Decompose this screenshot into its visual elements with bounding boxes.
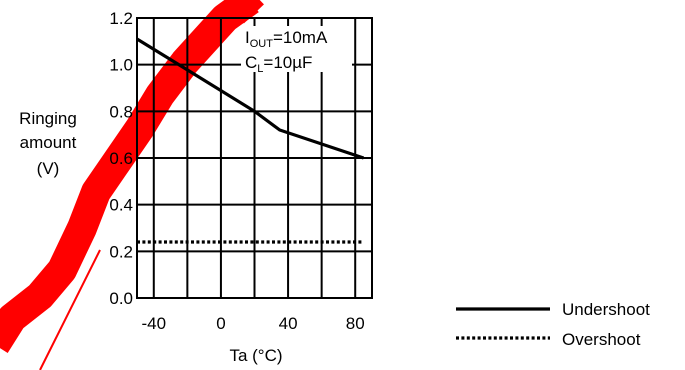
x-tick-label: 40 bbox=[279, 314, 298, 333]
watermark-stroke-right bbox=[226, 0, 264, 24]
watermark-stroke bbox=[0, 0, 259, 353]
annotation-iout: IOUT=10mA CL=10µF bbox=[241, 26, 352, 75]
y-tick-label: 0.4 bbox=[109, 196, 133, 215]
y-tick-label: 1.0 bbox=[109, 56, 133, 75]
plot-grid bbox=[136, 17, 373, 299]
y-tick-label: 0.2 bbox=[109, 242, 133, 261]
y-tick-label: 1.2 bbox=[109, 9, 133, 28]
watermark-slash bbox=[39, 249, 101, 370]
y-tick-label: 0.0 bbox=[109, 289, 133, 308]
plot-frame bbox=[136, 17, 373, 299]
y-axis-label-line-1: Ringing bbox=[19, 109, 77, 128]
series-line-undershoot bbox=[136, 37, 365, 160]
y-axis-label-line-2: amount bbox=[20, 133, 77, 152]
x-tick-label: -40 bbox=[141, 314, 166, 333]
tick-labels: -40 0 40 80 0.0 0.2 0.4 0.6 0.8 1.0 1.2 bbox=[109, 9, 364, 333]
legend: Undershoot Overshoot bbox=[456, 300, 650, 349]
y-axis-label-line-3: (V) bbox=[37, 159, 60, 178]
series-layer bbox=[136, 37, 365, 244]
x-axis-label: Ta (°C) bbox=[229, 346, 282, 365]
legend-overshoot-label: Overshoot bbox=[562, 330, 641, 349]
legend-undershoot-label: Undershoot bbox=[562, 300, 650, 319]
x-tick-label: 0 bbox=[216, 314, 225, 333]
watermark bbox=[0, 0, 264, 370]
y-tick-label: 0.6 bbox=[109, 149, 133, 168]
y-tick-label: 0.8 bbox=[109, 102, 133, 121]
annotation-cl-text: CL=10µF bbox=[245, 53, 312, 75]
annotation-background bbox=[241, 26, 352, 72]
x-tick-label: 80 bbox=[346, 314, 365, 333]
annotation-iout-text: IOUT=10mA bbox=[245, 28, 328, 50]
